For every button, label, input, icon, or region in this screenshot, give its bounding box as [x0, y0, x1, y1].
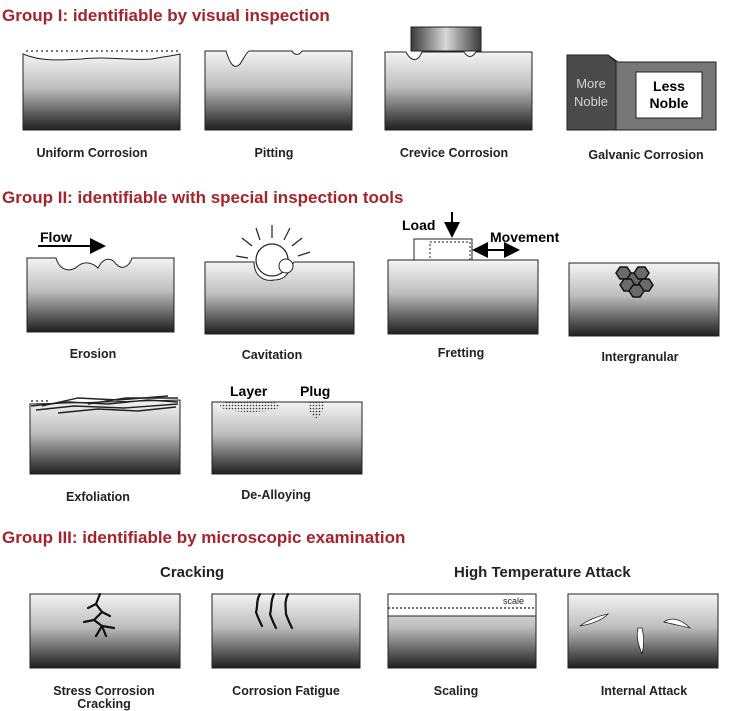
caption-fretting: Fretting: [437, 346, 485, 360]
scaling-diagram: scale: [387, 593, 537, 669]
group-2-title: Group II: identifiable with special insp…: [2, 188, 404, 207]
erosion-diagram: Flow: [26, 229, 175, 333]
crevice-corrosion-diagram: [384, 26, 533, 131]
exfoliation-diagram: [29, 395, 181, 475]
uniform-corrosion-diagram: [22, 50, 181, 131]
stress-corrosion-cracking-diagram: [29, 592, 181, 669]
fretting-diagram: Load Movement: [387, 212, 560, 335]
caption-cavitation: Cavitation: [241, 348, 303, 362]
caption-erosion: Erosion: [69, 347, 117, 361]
de-alloying-diagram: Layer Plug: [211, 383, 363, 475]
caption-uniform-corrosion: Uniform Corrosion: [36, 146, 148, 160]
caption-intergranular: Intergranular: [601, 350, 679, 364]
caption-internal-attack: Internal Attack: [600, 684, 688, 698]
scale-label: scale: [503, 596, 524, 606]
layer-label: Layer: [230, 383, 268, 399]
less-noble-label-2: Noble: [650, 95, 689, 111]
less-noble-label-1: Less: [653, 78, 685, 94]
caption-exfoliation: Exfoliation: [66, 490, 130, 504]
plug-label: Plug: [300, 383, 330, 399]
movement-label: Movement: [490, 229, 560, 245]
internal-attack-diagram: [567, 593, 719, 669]
caption-stress-corrosion-cracking-2: Cracking: [77, 697, 131, 711]
corrosion-fatigue-diagram: [211, 592, 361, 669]
caption-galvanic-corrosion: Galvanic Corrosion: [588, 148, 704, 162]
group-1-title: Group I: identifiable by visual inspecti…: [2, 6, 330, 25]
caption-corrosion-fatigue: Corrosion Fatigue: [232, 684, 340, 698]
caption-crevice-corrosion: Crevice Corrosion: [399, 146, 509, 160]
caption-de-alloying: De-Alloying: [241, 488, 311, 502]
cavitation-diagram: [204, 225, 355, 335]
cracking-heading: Cracking: [160, 564, 225, 581]
more-noble-label-1: More: [576, 76, 606, 91]
pitting-diagram: [204, 50, 353, 131]
caption-stress-corrosion-cracking-1: Stress Corrosion: [53, 684, 155, 698]
high-temperature-attack-heading: High Temperature Attack: [454, 564, 631, 581]
load-label: Load: [402, 217, 435, 233]
caption-pitting: Pitting: [254, 146, 294, 160]
intergranular-diagram: [568, 262, 720, 337]
flow-label: Flow: [40, 229, 72, 245]
more-noble-label-2: Noble: [574, 94, 608, 109]
caption-scaling: Scaling: [433, 684, 479, 698]
galvanic-corrosion-diagram: More Noble Less Noble: [566, 54, 717, 131]
group-3-title: Group III: identifiable by microscopic e…: [2, 528, 406, 547]
